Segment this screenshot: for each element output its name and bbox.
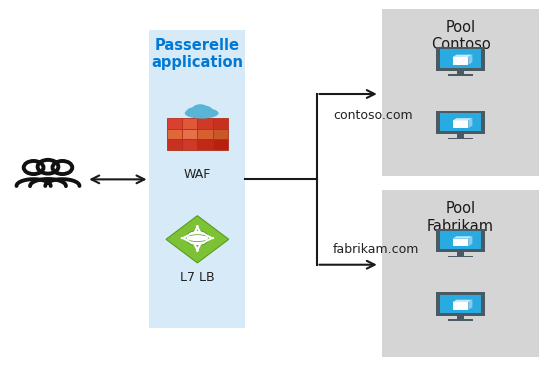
- Bar: [436, 292, 485, 316]
- Bar: [440, 295, 482, 313]
- Text: WAF: WAF: [183, 168, 211, 182]
- Bar: [457, 134, 464, 138]
- Bar: [182, 129, 197, 139]
- Polygon shape: [452, 118, 472, 120]
- Polygon shape: [166, 216, 229, 263]
- Bar: [452, 239, 468, 246]
- Polygon shape: [468, 300, 472, 310]
- Bar: [436, 111, 485, 134]
- Text: Passerelle
application: Passerelle application: [152, 38, 244, 70]
- Bar: [213, 118, 228, 129]
- Bar: [182, 139, 197, 150]
- Bar: [457, 71, 464, 74]
- Circle shape: [202, 108, 215, 117]
- Circle shape: [192, 104, 209, 116]
- Bar: [448, 138, 473, 139]
- Bar: [448, 256, 473, 257]
- Bar: [436, 229, 485, 252]
- Bar: [197, 139, 213, 150]
- Text: Pool
Contoso: Pool Contoso: [431, 19, 490, 52]
- Bar: [452, 57, 468, 64]
- Bar: [440, 113, 482, 131]
- Bar: [448, 319, 473, 321]
- Polygon shape: [452, 55, 472, 57]
- Bar: [382, 9, 539, 176]
- Text: contoso.com: contoso.com: [333, 109, 413, 122]
- Circle shape: [198, 106, 213, 116]
- Bar: [440, 231, 482, 250]
- Bar: [149, 30, 245, 328]
- Polygon shape: [452, 300, 472, 302]
- Bar: [452, 120, 468, 128]
- Ellipse shape: [185, 108, 219, 119]
- Bar: [213, 129, 228, 139]
- Bar: [448, 74, 473, 76]
- Bar: [382, 190, 539, 357]
- Polygon shape: [468, 236, 472, 246]
- Circle shape: [186, 231, 209, 246]
- Bar: [452, 302, 468, 310]
- Text: L7 LB: L7 LB: [180, 271, 215, 284]
- Bar: [197, 118, 213, 129]
- Bar: [457, 316, 464, 319]
- Circle shape: [186, 107, 201, 117]
- Bar: [167, 129, 182, 139]
- Bar: [182, 118, 197, 129]
- Bar: [167, 118, 182, 129]
- Bar: [440, 49, 482, 68]
- Polygon shape: [468, 55, 472, 64]
- Bar: [457, 252, 464, 256]
- Polygon shape: [452, 236, 472, 239]
- Text: Pool
Fabrikam: Pool Fabrikam: [427, 201, 494, 234]
- Polygon shape: [468, 118, 472, 128]
- Bar: [167, 139, 182, 150]
- Bar: [436, 47, 485, 71]
- Bar: [197, 129, 213, 139]
- Text: fabrikam.com: fabrikam.com: [333, 243, 419, 256]
- Bar: [213, 139, 228, 150]
